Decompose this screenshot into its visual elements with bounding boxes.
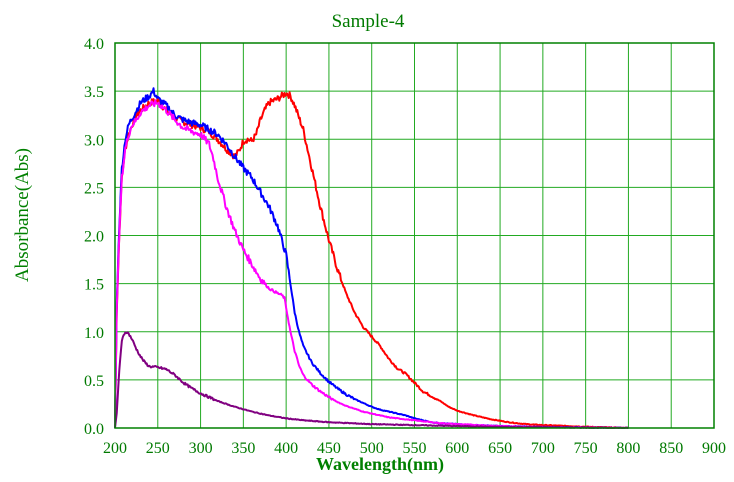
- x-tick-label: 800: [616, 440, 640, 457]
- y-tick-label: 2.0: [84, 229, 104, 246]
- chart-title: Sample-4: [332, 11, 405, 32]
- grid-lines: [114, 42, 715, 429]
- y-tick-label: 4.0: [84, 36, 104, 53]
- series-line-1: [114, 91, 629, 429]
- y-tick-label: 2.5: [84, 180, 104, 197]
- x-tick-label: 700: [531, 440, 555, 457]
- x-tick-label: 500: [360, 440, 384, 457]
- y-axis-label: Absorbance(Abs): [12, 148, 33, 282]
- x-tick-label: 200: [103, 440, 127, 457]
- x-tick-labels: 200 250 300 350 400 450 500 550 600 650 700 750 800 8…: [103, 440, 726, 457]
- y-tick-label: 0.0: [84, 421, 104, 438]
- series-lines: [114, 87, 629, 429]
- x-tick-label: 600: [445, 440, 469, 457]
- x-tick-label: 250: [146, 440, 170, 457]
- x-axis-label: Wavelength(nm): [316, 454, 444, 475]
- y-tick-label: 3.0: [84, 132, 104, 149]
- x-tick-label: 400: [274, 440, 298, 457]
- x-tick-label: 550: [403, 440, 427, 457]
- plot-frame: [114, 42, 715, 429]
- x-tick-label: 450: [317, 440, 341, 457]
- x-tick-label: 350: [231, 440, 255, 457]
- x-tick-label: 300: [189, 440, 213, 457]
- y-tick-label: 3.5: [84, 84, 104, 101]
- x-tick-label: 650: [488, 440, 512, 457]
- plot-border: [114, 42, 715, 429]
- y-tick-label: 1.5: [84, 277, 104, 294]
- x-tick-label: 900: [702, 440, 726, 457]
- y-tick-label: 1.0: [84, 325, 104, 342]
- x-tick-label: 850: [659, 440, 683, 457]
- y-tick-label: 0.5: [84, 373, 104, 390]
- x-tick-label: 750: [574, 440, 598, 457]
- y-tick-labels: 0.0 0.5 1.0 1.5 2.0 2.5 3.0 3.5 4.0: [84, 36, 104, 438]
